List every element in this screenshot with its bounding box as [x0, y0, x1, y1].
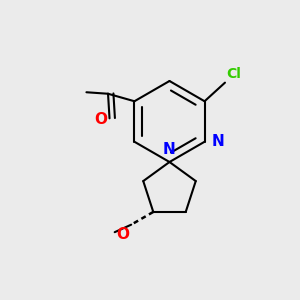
Text: N: N	[211, 134, 224, 149]
Text: Cl: Cl	[226, 67, 241, 81]
Text: N: N	[163, 142, 176, 158]
Text: O: O	[94, 112, 108, 127]
Text: O: O	[117, 227, 130, 242]
